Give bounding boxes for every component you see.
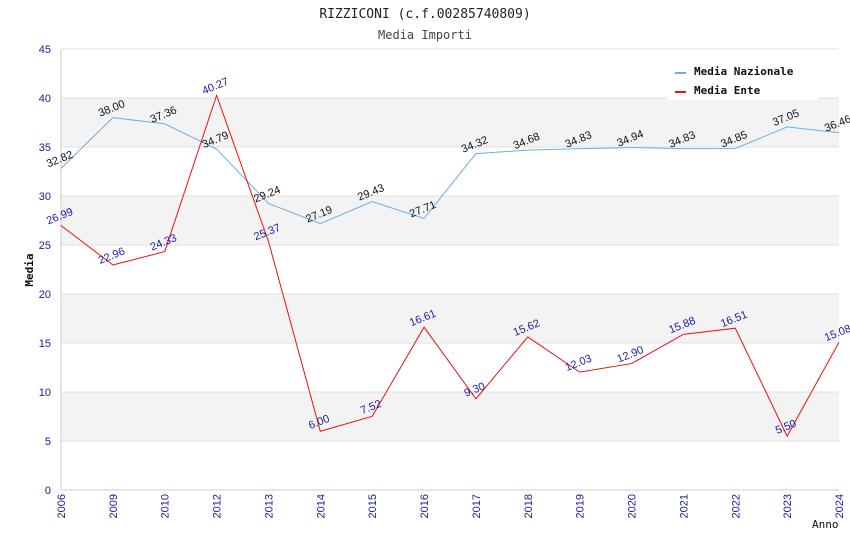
x-tick-label: 2010 [160, 494, 172, 518]
grid-lines [61, 48, 839, 491]
grid-bands [61, 49, 839, 490]
series-line-nazionale [60, 117, 840, 225]
y-axis-label: Media [23, 253, 36, 286]
grid-band [61, 343, 839, 392]
x-tick-label: 2023 [782, 494, 794, 518]
y-tick-label: 45 [39, 44, 51, 56]
legend-label-ente: Media Ente [694, 84, 761, 97]
y-tick-label: 0 [45, 485, 51, 497]
x-tick-label: 2015 [367, 494, 379, 518]
chart-title: RIZZICONI (c.f.00285740809) [319, 7, 530, 22]
y-tick-label: 15 [39, 338, 51, 350]
chart-subtitle: Media Importi [378, 28, 472, 42]
x-tick-label: 2012 [212, 494, 224, 518]
grid-band [61, 392, 839, 441]
x-tick-label: 2021 [678, 494, 690, 518]
x-tick-label: 2014 [315, 494, 327, 518]
y-tick-label: 20 [39, 289, 51, 301]
legend-label-nazionale: Media Nazionale [694, 65, 794, 78]
x-axis-label: Anno [812, 518, 839, 531]
legend-box [668, 58, 818, 100]
grid-band [61, 294, 839, 343]
x-tick-labels: 2006 2009 2010 2012 2013 2014 2015 2016 2017 2018… [56, 494, 846, 518]
axes [60, 49, 839, 491]
grid-band [61, 98, 839, 147]
series-lines [60, 93, 840, 438]
x-tick-label: 2009 [108, 494, 120, 518]
y-tick-label: 30 [39, 191, 51, 203]
y-tick-label: 25 [39, 240, 51, 252]
series-line-ente [60, 93, 840, 438]
legend: Media Nazionale Media Ente [668, 58, 818, 100]
x-tick-label: 2016 [419, 494, 431, 518]
x-tick-label: 2017 [471, 494, 483, 518]
grid-band [61, 245, 839, 294]
y-tick-label: 35 [39, 142, 51, 154]
y-tick-labels: 0 5 10 15 20 25 30 35 40 45 [39, 44, 51, 497]
x-tick-label: 2024 [834, 494, 846, 518]
x-tick-label: 2006 [56, 494, 68, 518]
y-tick-label: 5 [45, 436, 51, 448]
x-tick-label: 2018 [523, 494, 535, 518]
x-tick-label: 2020 [627, 494, 639, 518]
grid-band [61, 196, 839, 245]
x-tick-label: 2019 [575, 494, 587, 518]
x-tick-label: 2022 [730, 494, 742, 518]
x-tick-label: 2013 [263, 494, 275, 518]
grid-band [61, 441, 839, 490]
grid-band [61, 147, 839, 196]
y-tick-label: 40 [39, 93, 51, 105]
y-tick-label: 10 [39, 387, 51, 399]
